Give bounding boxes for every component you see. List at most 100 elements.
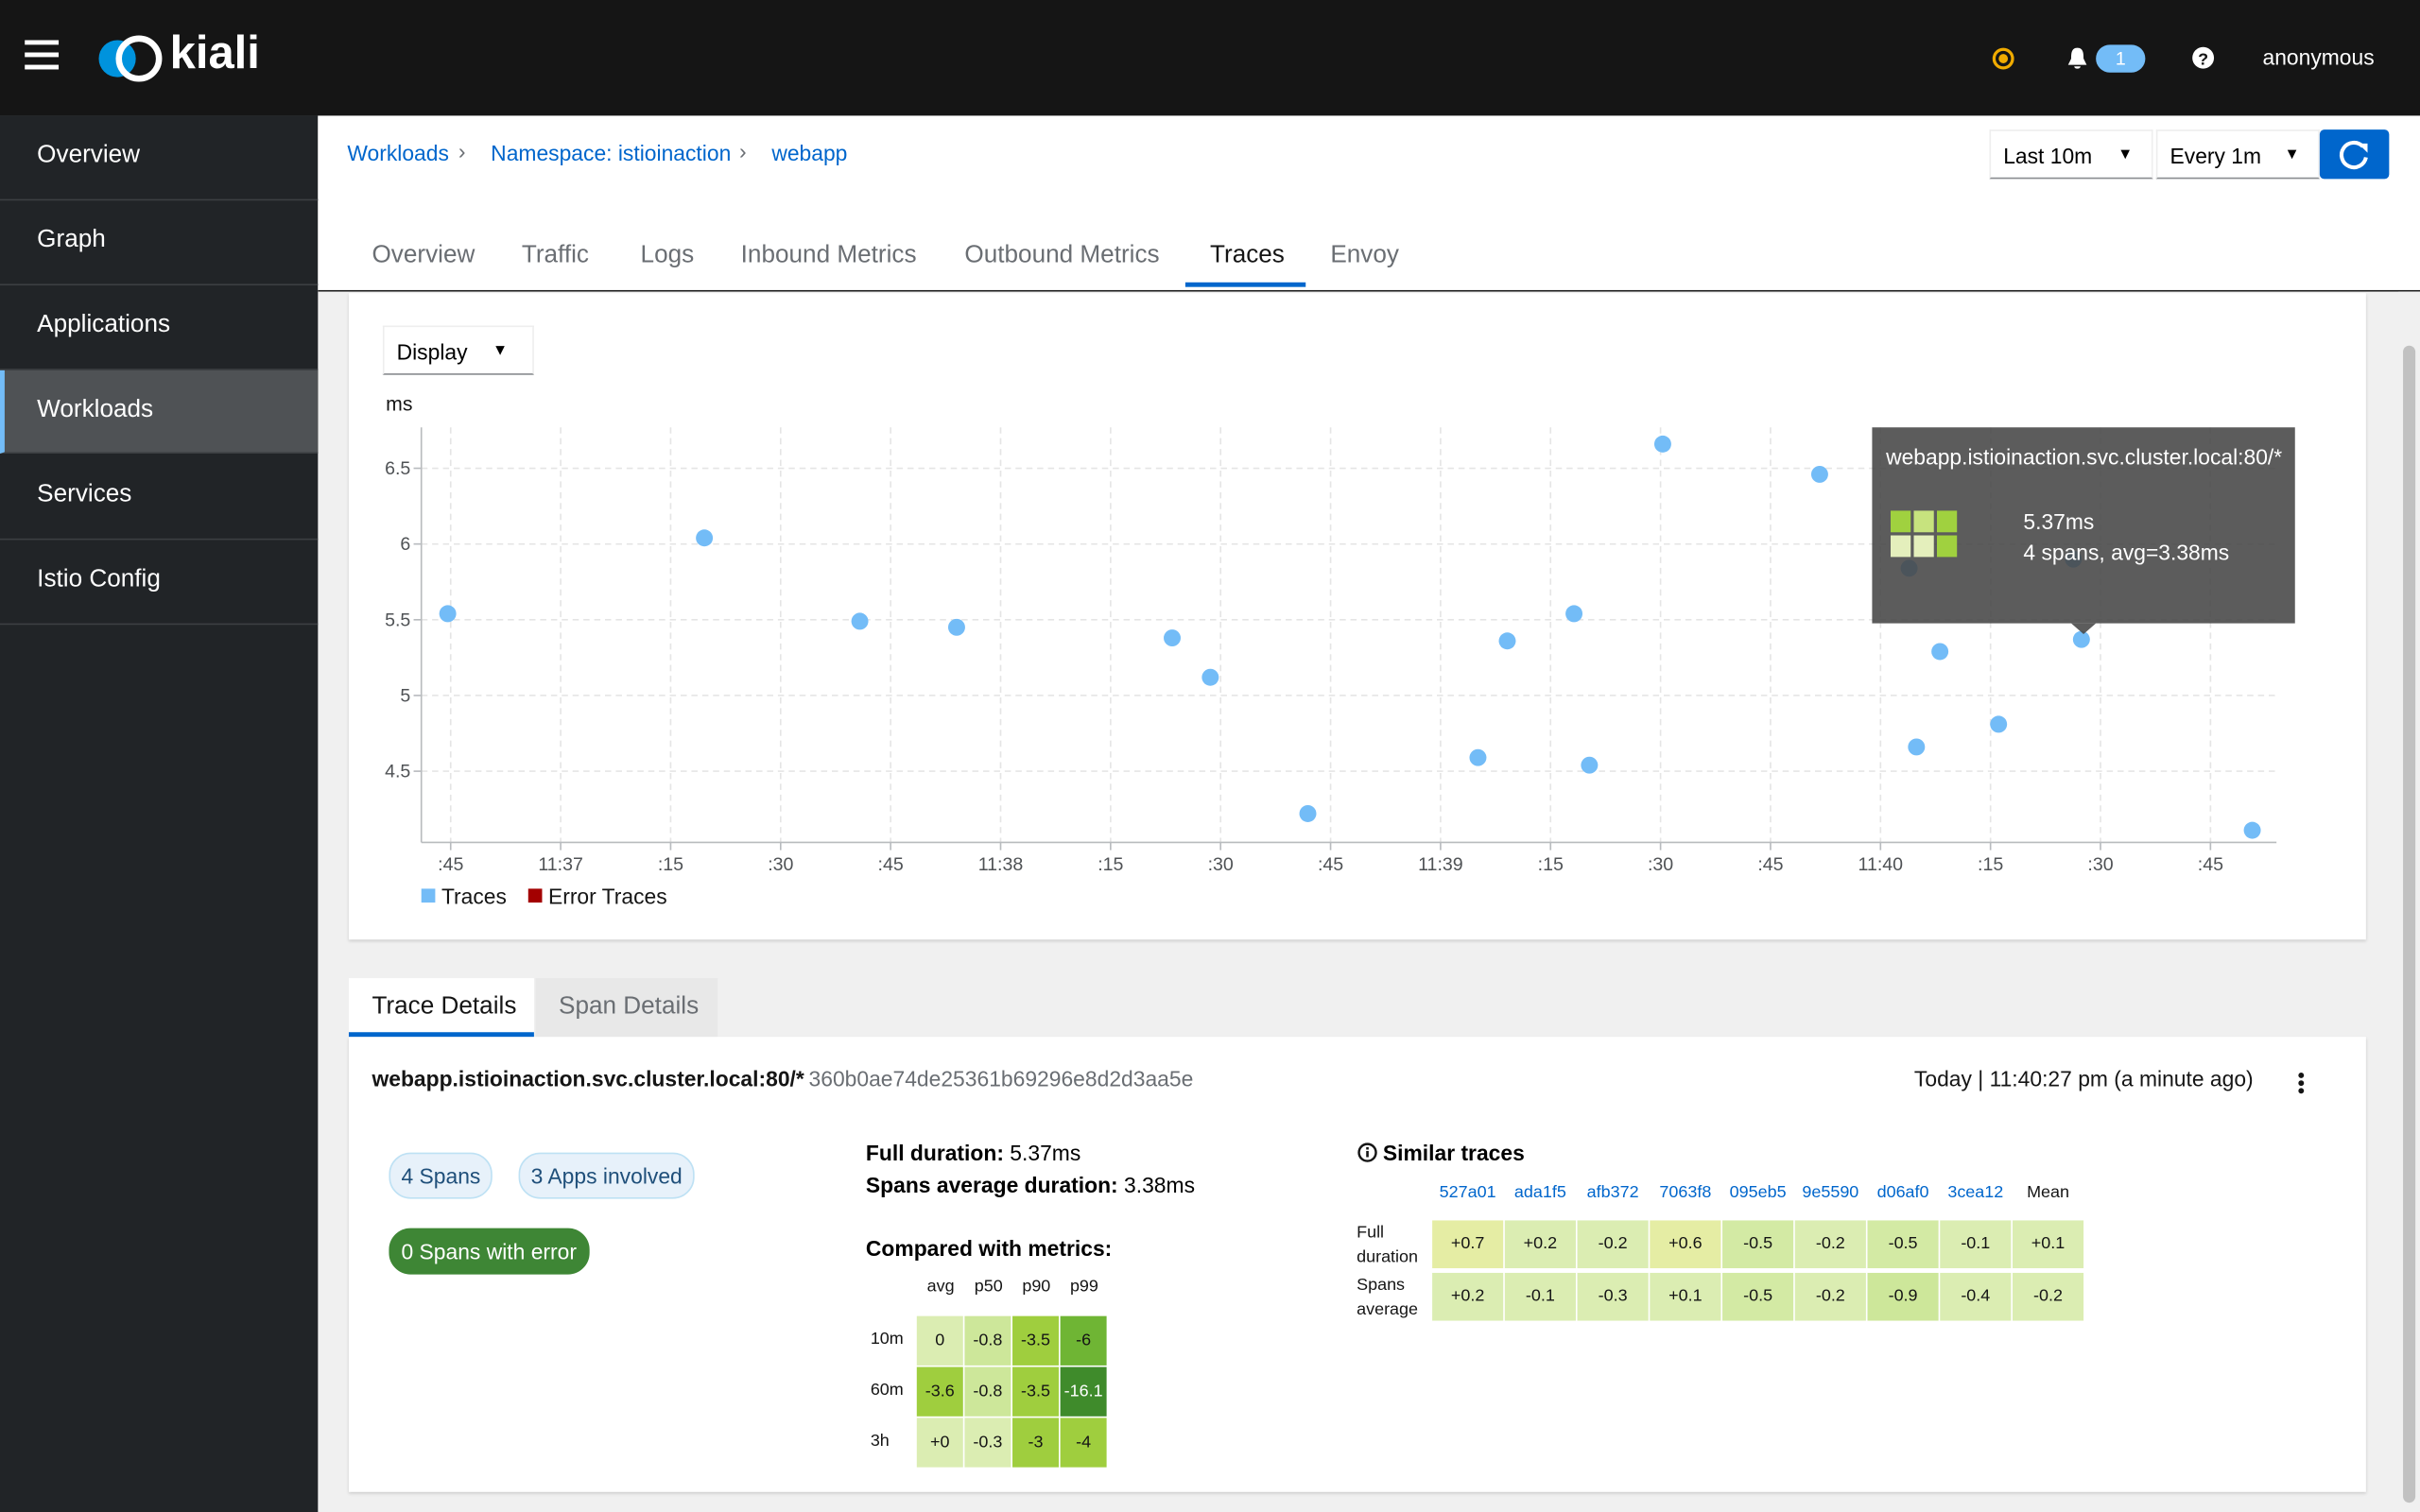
menu-toggle[interactable] [25,40,61,74]
similar-cell: -0.4 [1940,1272,2012,1321]
nav-item[interactable] [0,455,319,541]
details-tab[interactable] [348,978,534,1038]
tooltip-duration: 5.37ms [2023,509,2094,534]
breadcrumb-link[interactable]: Namespace: istioinaction [491,140,732,165]
nav-item-label[interactable]: Istio Config [37,566,161,593]
tooltip-heatmap-cell [1913,510,1934,533]
nav-item[interactable] [0,285,319,370]
logo-icon [98,35,163,82]
similar-cell: +0.2 [1432,1272,1504,1321]
y-tick-label: 6.5 [385,458,410,479]
details-tab[interactable] [535,978,718,1038]
tooltip-heatmap-cell [1891,535,1911,558]
tab[interactable]: Outbound Metrics [964,242,1160,269]
tab[interactable]: Inbound Metrics [740,242,917,269]
tab[interactable]: Traffic [521,242,589,269]
kebab-menu[interactable] [2293,1071,2308,1095]
heatmap-row-label: 3h [870,1432,890,1451]
trace-point [1201,668,1219,686]
similar-cell: -0.1 [1940,1220,2012,1269]
tab[interactable]: Envoy [1330,242,1399,269]
tooltip-heatmap-cell [1936,510,1958,533]
nav-item-label[interactable]: Applications [37,311,171,338]
x-tick-label: :45 [878,854,904,875]
trace-point [1581,756,1599,774]
refresh-select[interactable]: Every 1m ▼ [2155,129,2320,180]
similar-cell: -0.2 [1794,1272,1866,1321]
badge: 0 Spans with error [389,1228,590,1275]
compared-title: Compared with metrics: [865,1235,1113,1261]
tooltip-detail: 4 spans, avg=3.38ms [2023,541,2229,565]
similar-trace-link[interactable]: d06af0 [1876,1183,1929,1202]
trace-point [1164,629,1181,647]
nav-item-label[interactable]: Services [37,481,132,508]
trace-point [2243,821,2261,839]
tab[interactable]: Traces [1210,242,1285,269]
legend-label: Error Traces [548,885,667,909]
similar-row-label: Full duration [1357,1223,1419,1267]
heatmap-cell: -3.6 [916,1366,963,1417]
display-select[interactable]: Display ▼ [382,325,534,375]
x-tick-label: :45 [2198,854,2223,875]
heatmap-cell: -0.8 [964,1315,1011,1366]
heatmap-cell: -0.8 [964,1366,1011,1417]
similar-title: Similar traces [1382,1140,1525,1165]
heatmap-column: p99 [1069,1277,1098,1297]
nav-item-label[interactable]: Overview [37,142,141,168]
x-tick-label: 11:38 [978,854,1024,875]
y-tick-label: 4.5 [385,762,410,782]
user-menu[interactable]: anonymous [2262,44,2375,70]
tab[interactable]: Overview [372,242,475,269]
heatmap-cell: -6 [1060,1315,1107,1366]
value: 3.38ms [1124,1172,1196,1197]
y-tick-label: 5.5 [385,610,410,630]
trace-point [1931,643,1949,661]
heatmap-cell: -0.3 [964,1418,1011,1468]
nav-item[interactable] [0,540,319,626]
similar-trace-link[interactable]: 9e5590 [1802,1183,1859,1202]
similar-trace-link: Mean [2027,1183,2070,1202]
notification-badge[interactable]: 1 [2096,44,2146,73]
nav-item[interactable] [0,115,319,201]
nav-item-label[interactable]: Workloads [37,396,154,423]
time-range-select[interactable]: Last 10m ▼ [1989,129,2153,180]
x-tick-label: :45 [1757,854,1783,875]
similar-cell: +0.7 [1432,1220,1504,1269]
similar-trace-link[interactable]: 527a01 [1439,1183,1496,1202]
similar-trace-link[interactable]: 7063f8 [1659,1183,1712,1202]
similar-cell: -0.2 [1577,1220,1649,1269]
details-tab-label[interactable]: Trace Details [372,993,517,1021]
details-tab-label[interactable]: Span Details [559,993,700,1021]
similar-cell: -0.3 [1577,1272,1649,1321]
masthead [0,0,2420,116]
similar-trace-link[interactable]: 095eb5 [1729,1183,1787,1202]
active-tab-indicator [1184,282,1306,287]
similar-trace-link[interactable]: 3cea12 [1947,1183,2004,1202]
similar-cell: -0.2 [1794,1220,1866,1269]
nav-item-label[interactable]: Graph [37,227,106,253]
x-tick-label: :30 [2087,854,2113,875]
similar-trace-link[interactable]: afb372 [1586,1183,1639,1202]
similar-trace-link[interactable]: ada1f5 [1513,1183,1566,1202]
tooltip-heatmap-cell [1936,535,1958,558]
trace-point [1990,715,2008,733]
nav-item[interactable] [0,200,319,286]
breadcrumb-link[interactable]: Workloads [347,140,449,165]
sidebar [0,115,319,1512]
y-tick-label: 6 [400,534,410,555]
heatmap-row-label: 60m [870,1381,904,1400]
x-tick-label: :30 [768,854,793,875]
status-icon[interactable] [1991,46,2015,71]
refresh-button[interactable] [2319,129,2390,180]
help-icon[interactable]: ? [2191,46,2215,69]
svg-text:?: ? [2198,50,2208,69]
x-tick-label: :15 [658,854,683,875]
tab[interactable]: Logs [640,242,695,269]
heatmap-cell: +0 [916,1418,963,1468]
bell-icon[interactable] [2066,46,2088,71]
heatmap-column: p90 [1022,1277,1051,1297]
breadcrumb-link[interactable]: webapp [771,140,848,165]
nav-item[interactable] [0,369,319,455]
